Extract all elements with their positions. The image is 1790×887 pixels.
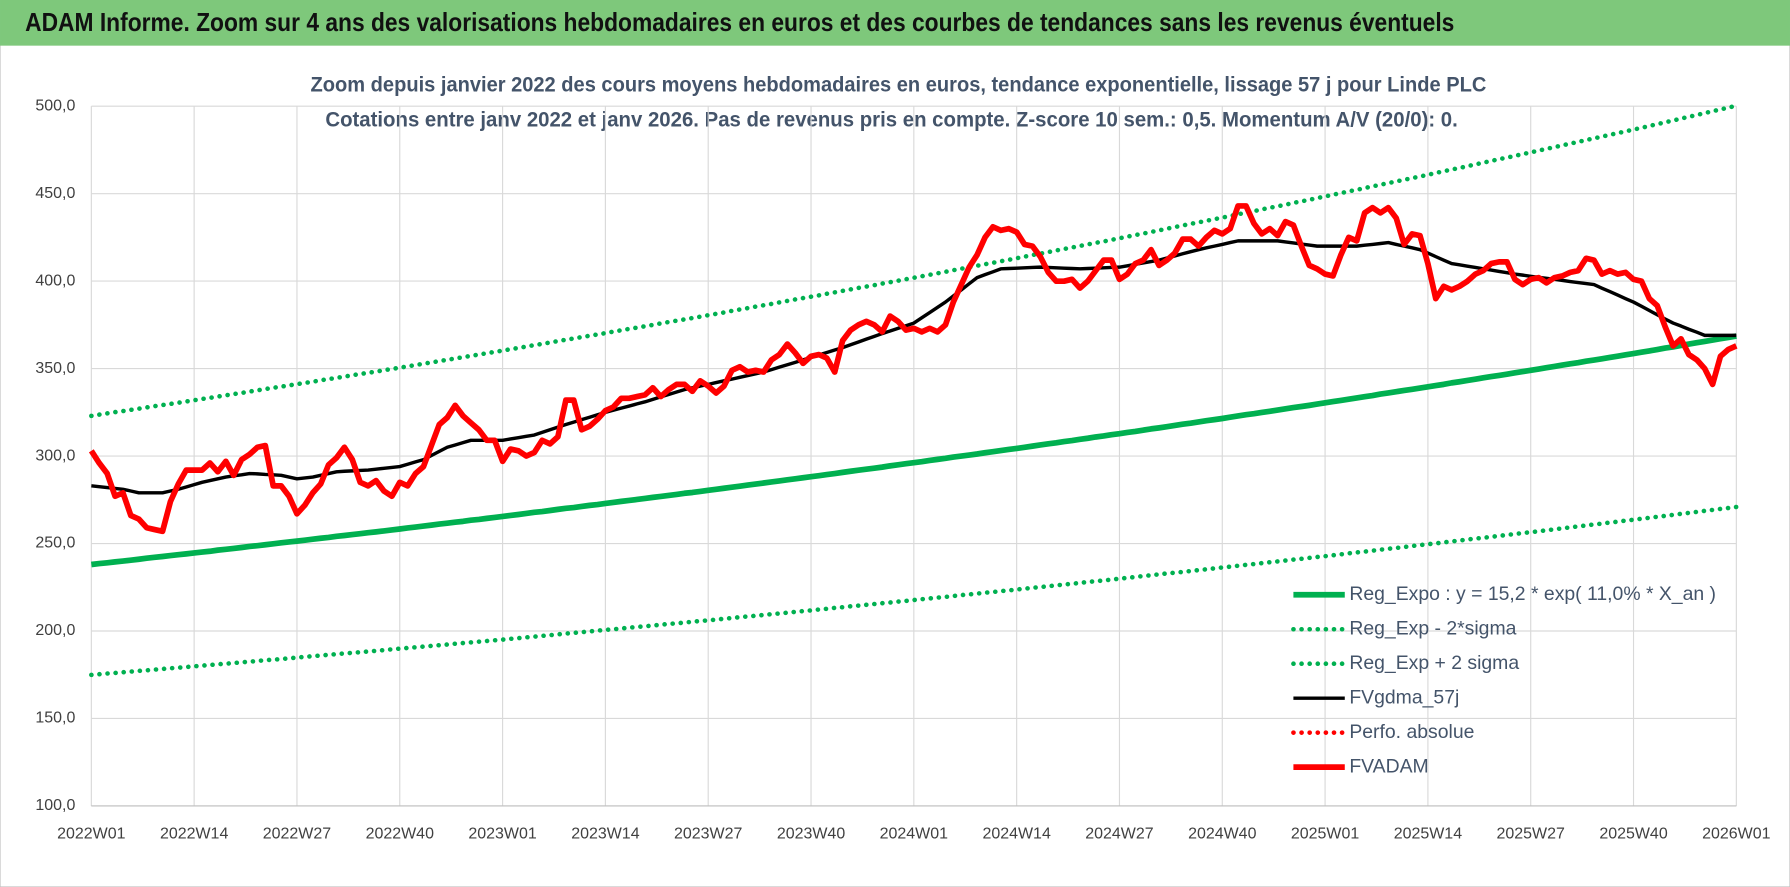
x-tick-label: 2023W40	[777, 826, 845, 843]
x-tick-label: 2023W14	[571, 826, 639, 843]
series-line	[89, 504, 1739, 678]
y-tick-label: 400,0	[35, 272, 75, 289]
y-tick-label: 450,0	[35, 185, 75, 202]
y-tick-label: 100,0	[35, 797, 75, 814]
y-tick-label: 350,0	[35, 360, 75, 377]
x-tick-label: 2022W40	[366, 826, 434, 843]
x-tick-label: 2023W27	[674, 826, 742, 843]
legend-label: Perfo. absolue	[1349, 721, 1474, 743]
x-tick-label: 2026W01	[1702, 826, 1770, 843]
x-tick-label: 2025W14	[1394, 826, 1462, 843]
x-tick-label: 2022W01	[57, 826, 125, 843]
x-tick-label: 2024W40	[1188, 826, 1256, 843]
chart-title: Zoom depuis janvier 2022 des cours moyen…	[311, 71, 1487, 96]
legend-label: Reg_Exp + 2 sigma	[1349, 652, 1519, 674]
chart-subtitle: Cotations entre janv 2022 et janv 2026. …	[325, 107, 1457, 132]
x-tick-label: 2025W27	[1497, 826, 1565, 843]
x-tick-label: 2024W27	[1085, 826, 1153, 843]
series-line	[91, 333, 1737, 568]
x-tick-label: 2024W01	[880, 826, 948, 843]
x-tick-label: 2024W14	[982, 826, 1050, 843]
y-tick-label: 200,0	[35, 622, 75, 639]
header-band	[0, 0, 1790, 46]
series-line	[88, 203, 1738, 535]
series-line	[89, 103, 1739, 419]
x-tick-label: 2022W27	[263, 826, 331, 843]
y-tick-label: 500,0	[35, 97, 75, 114]
x-tick-label: 2025W40	[1599, 826, 1667, 843]
y-tick-label: 150,0	[35, 710, 75, 727]
x-tick-label: 2023W01	[468, 826, 536, 843]
x-tick-label: 2025W01	[1291, 826, 1359, 843]
legend-label: Reg_Exp - 2*sigma	[1349, 617, 1516, 639]
x-tick-label: 2022W14	[160, 826, 228, 843]
y-tick-label: 300,0	[35, 447, 75, 464]
series-line	[91, 239, 1737, 495]
plot-area: 100,0 150,0 200,0 250,0 300,0 350,0 400,0 450,0…	[35, 97, 1770, 842]
legend-label: Reg_Expo : y = 15,2 * exp( 11,0% * X_an …	[1349, 583, 1716, 605]
legend-label: FVADAM	[1349, 755, 1428, 777]
legend-label: FVgdma_57j	[1349, 686, 1459, 708]
y-tick-label: 250,0	[35, 535, 75, 552]
header-title: ADAM Informe. Zoom sur 4 ans des valoris…	[25, 7, 1454, 37]
